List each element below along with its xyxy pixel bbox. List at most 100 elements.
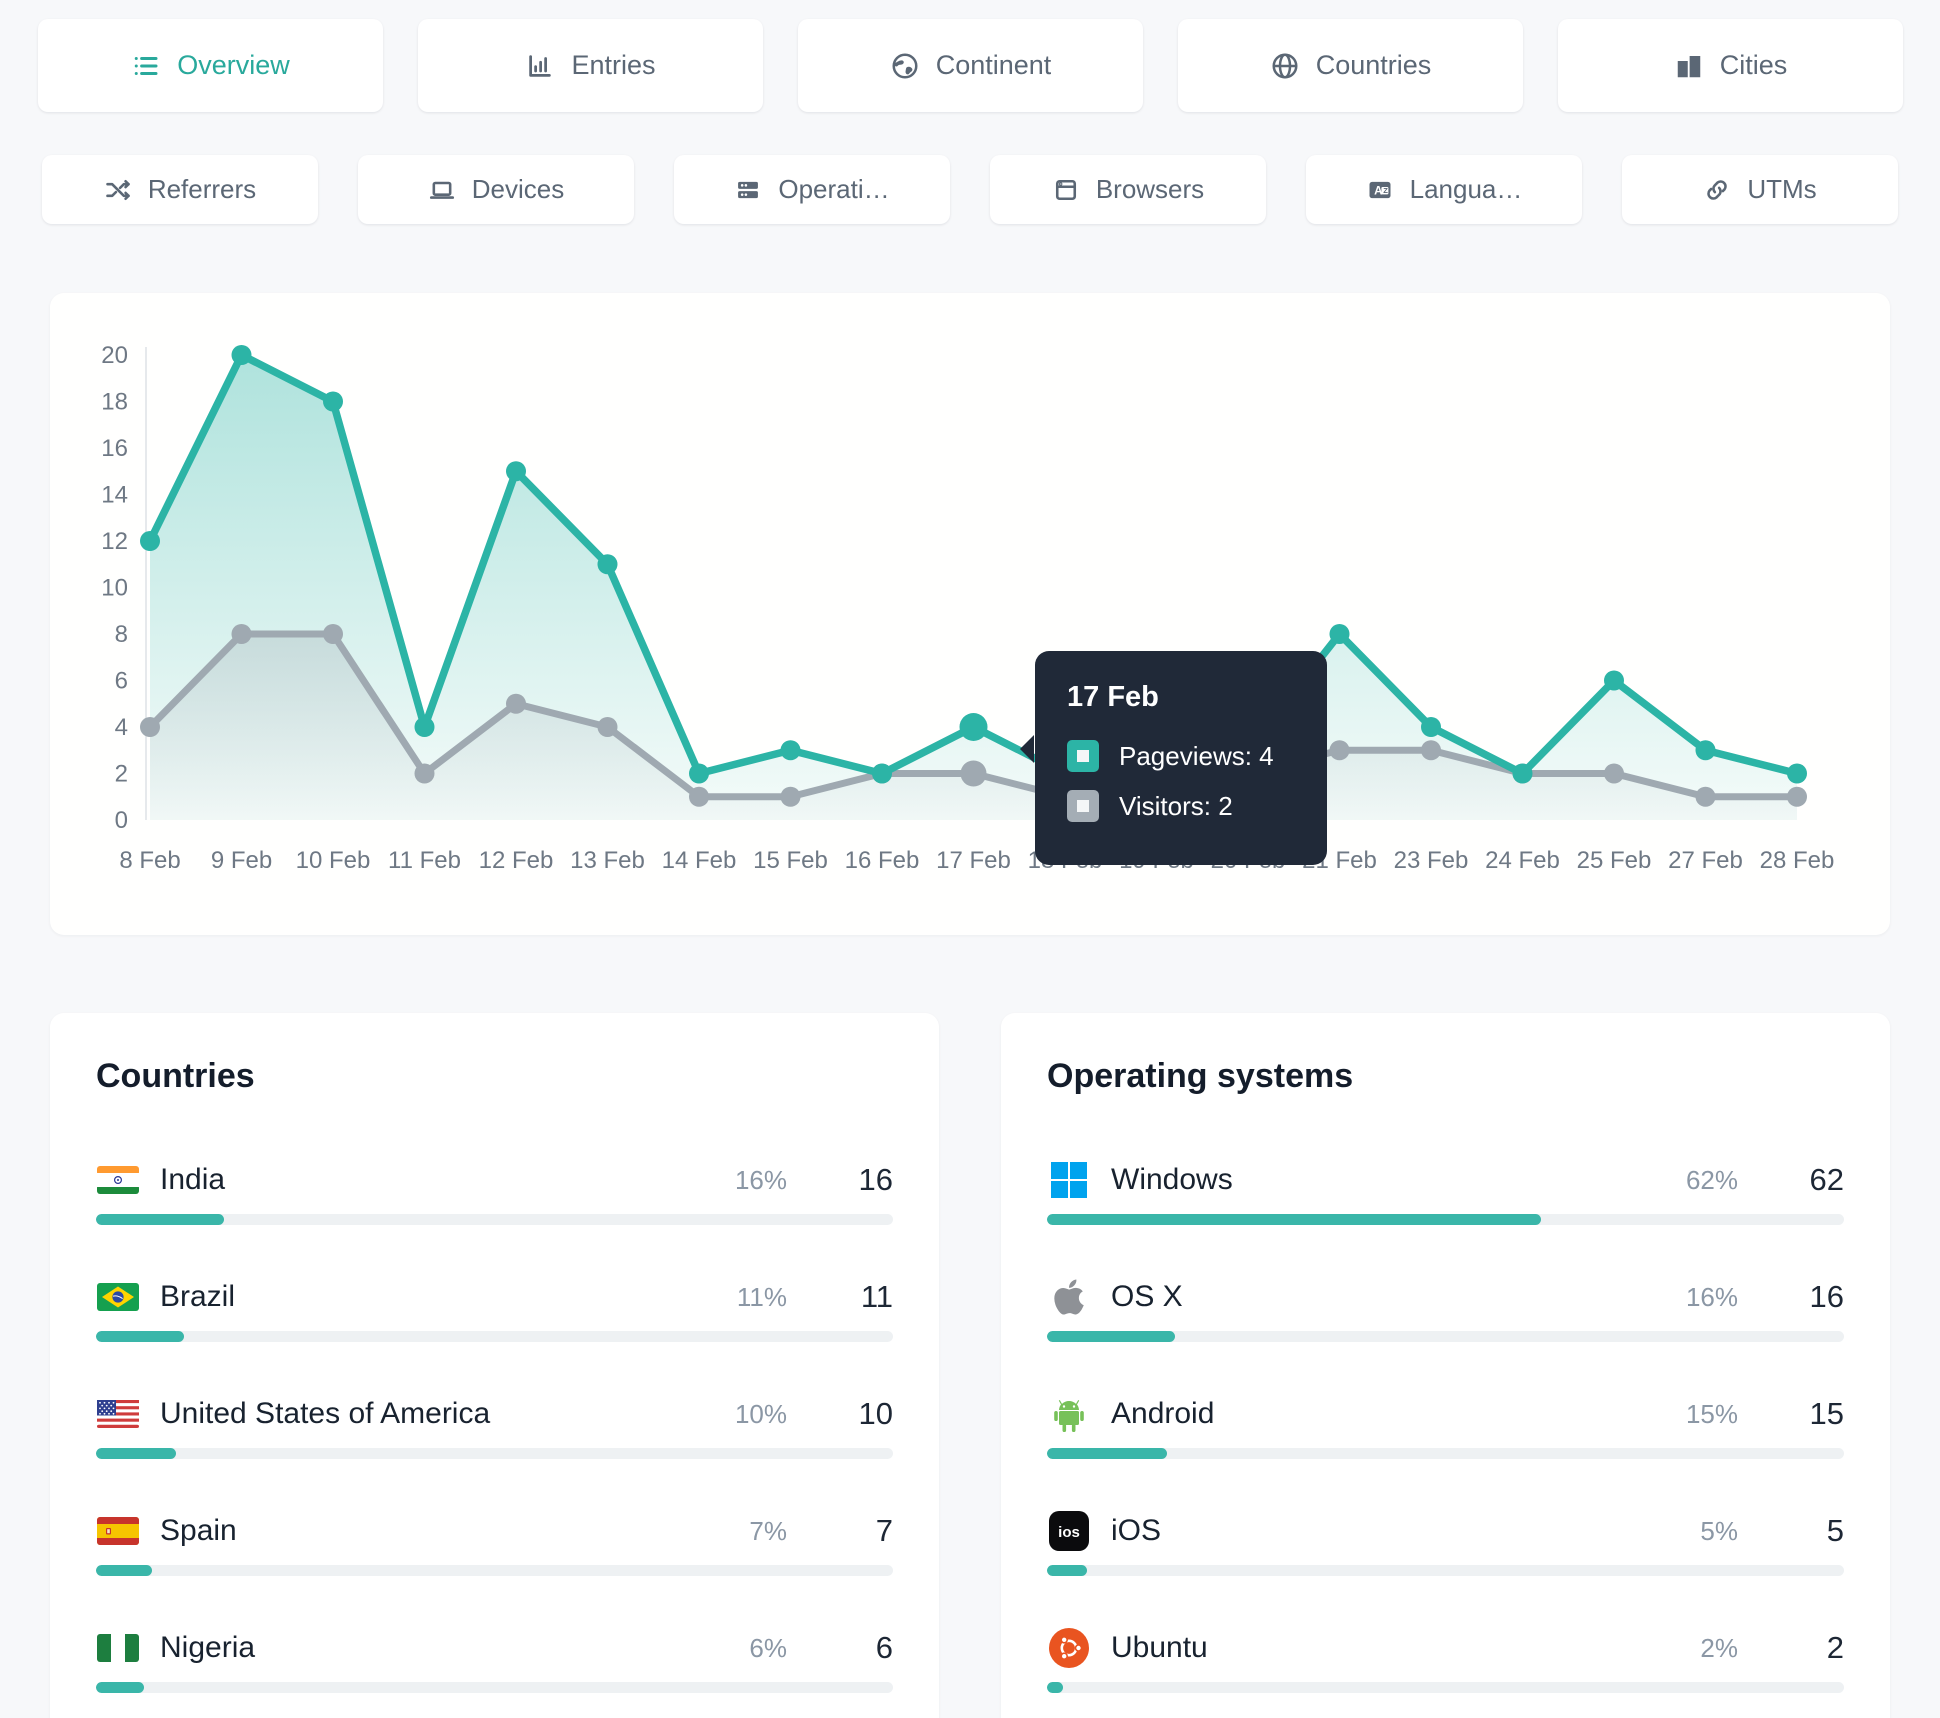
country-percent: 10% — [734, 1398, 787, 1429]
os-percent: 62% — [1685, 1164, 1738, 1195]
progress-track — [96, 1214, 893, 1225]
country-percent: 11% — [736, 1281, 787, 1312]
os-percent: 16% — [1685, 1281, 1738, 1312]
os-value: 62 — [1809, 1162, 1844, 1197]
svg-text:8: 8 — [115, 621, 128, 648]
tooltip-date: 17 Feb — [1067, 681, 1159, 713]
tab-countries[interactable]: Countries — [1178, 19, 1523, 112]
svg-text:A: A — [1374, 184, 1383, 197]
tab-label: Langua… — [1409, 174, 1523, 204]
os-name: Android — [1111, 1397, 1215, 1430]
os-value: 15 — [1809, 1396, 1844, 1431]
country-name: United States of America — [160, 1397, 491, 1430]
pageviews-legend-icon — [1067, 740, 1099, 772]
tab-cities[interactable]: Cities — [1558, 19, 1903, 112]
link-icon — [1707, 179, 1728, 200]
tab-label: Countries — [1315, 50, 1432, 80]
tooltip-visitors-row: Visitors: 2 — [1067, 790, 1297, 822]
list-item[interactable]: India 16% 16 — [96, 1158, 893, 1225]
progress-fill — [1047, 1331, 1175, 1342]
progress-track — [1047, 1682, 1844, 1693]
country-percent: 6% — [749, 1632, 787, 1663]
progress-fill — [96, 1214, 224, 1225]
country-value: 11 — [860, 1279, 893, 1314]
tab-operating-systems[interactable]: Operati… — [674, 155, 950, 224]
tab-continent[interactable]: Continent — [798, 19, 1143, 112]
countries-panel-title: Countries — [96, 1057, 255, 1095]
svg-text:4: 4 — [115, 714, 128, 741]
buildings-icon — [1677, 55, 1700, 77]
shuffle-icon — [106, 179, 130, 200]
progress-fill — [1047, 1214, 1542, 1225]
country-name: Nigeria — [160, 1631, 256, 1664]
svg-text:13 Feb: 13 Feb — [570, 847, 645, 874]
nigeria-flag — [96, 1632, 140, 1664]
globe-icon — [1272, 53, 1298, 78]
svg-text:15 Feb: 15 Feb — [753, 847, 828, 874]
os-percent: 5% — [1700, 1515, 1738, 1546]
svg-text:24 Feb: 24 Feb — [1485, 847, 1560, 874]
operating-systems-panel-title: Operating systems — [1047, 1057, 1354, 1095]
tab-label: Overview — [177, 50, 290, 80]
tab-browsers[interactable]: Browsers — [990, 155, 1266, 224]
tab-label: Entries — [571, 50, 656, 80]
chart-tooltip: 17 Feb Pageviews: 4 Visitors: 2 — [1020, 651, 1327, 865]
os-name: iOS — [1111, 1514, 1162, 1547]
svg-text:20: 20 — [101, 342, 128, 369]
india-flag — [96, 1164, 140, 1196]
entries-chart-icon — [529, 54, 552, 77]
tab-row-primary: Overview Entries Continent Countries Cit… — [0, 0, 1940, 112]
tab-entries[interactable]: Entries — [418, 19, 763, 112]
usa-flag — [96, 1398, 140, 1430]
tab-label: UTMs — [1747, 174, 1817, 204]
country-name: Brazil — [160, 1280, 236, 1313]
svg-text:28 Feb: 28 Feb — [1760, 847, 1835, 874]
progress-track — [1047, 1214, 1844, 1225]
country-percent: 16% — [734, 1164, 787, 1195]
list-item[interactable]: OS X 16% 16 — [1047, 1275, 1844, 1342]
tab-utms[interactable]: UTMs — [1622, 155, 1898, 224]
country-percent: 7% — [749, 1515, 787, 1546]
tab-overview[interactable]: Overview — [38, 19, 383, 112]
windows-icon — [1047, 1162, 1091, 1198]
progress-track — [1047, 1565, 1844, 1576]
list-item[interactable]: Ubuntu 2% 2 — [1047, 1626, 1844, 1693]
language-icon: A Z — [1369, 181, 1391, 198]
svg-text:Z: Z — [1383, 186, 1388, 195]
progress-fill — [1047, 1565, 1087, 1576]
tab-devices[interactable]: Devices — [358, 155, 634, 224]
os-value: 2 — [1826, 1630, 1844, 1665]
progress-track — [1047, 1448, 1844, 1459]
os-value: 5 — [1826, 1513, 1844, 1548]
tab-label: Cities — [1719, 50, 1788, 80]
laptop-icon — [429, 181, 454, 199]
svg-text:16 Feb: 16 Feb — [845, 847, 920, 874]
svg-text:25 Feb: 25 Feb — [1577, 847, 1652, 874]
tab-languages[interactable]: A Z Langua… — [1306, 155, 1582, 224]
progress-fill — [96, 1565, 152, 1576]
browser-icon — [1055, 179, 1076, 200]
tab-row-secondary: Referrers Devices Operati… Browsers A Z … — [0, 112, 1940, 224]
list-item[interactable]: Nigeria 6% 6 — [96, 1626, 893, 1693]
earth-icon — [892, 53, 918, 78]
list-item[interactable]: Windows 62% 62 — [1047, 1158, 1844, 1225]
tab-referrers[interactable]: Referrers — [42, 155, 318, 224]
android-icon — [1047, 1398, 1091, 1432]
list-icon — [134, 56, 158, 75]
list-item[interactable]: United States of America 10% 10 — [96, 1392, 893, 1459]
list-item[interactable]: Brazil 11% 11 — [96, 1275, 893, 1342]
server-icon — [738, 181, 759, 198]
list-item[interactable]: Spain 7% 7 — [96, 1509, 893, 1576]
progress-fill — [1047, 1682, 1063, 1693]
spain-flag — [96, 1515, 140, 1547]
svg-text:18: 18 — [101, 389, 128, 416]
ios-icon: ios — [1047, 1511, 1091, 1551]
ubuntu-icon — [1047, 1628, 1091, 1668]
traffic-line-chart[interactable]: 0 2 4 6 8 10 12 14 16 18 20 8 Feb 9 Feb 10 Feb 11 Feb 1… — [50, 293, 1890, 935]
traffic-chart-card: 0 2 4 6 8 10 12 14 16 18 20 8 Feb 9 Feb 10 Feb 11 Feb 1… — [50, 293, 1890, 935]
list-item[interactable]: Android 15% 15 — [1047, 1392, 1844, 1459]
list-item[interactable]: ios iOS 5% 5 — [1047, 1509, 1844, 1576]
svg-text:10: 10 — [101, 575, 128, 602]
svg-text:23 Feb: 23 Feb — [1394, 847, 1469, 874]
progress-fill — [1047, 1448, 1167, 1459]
